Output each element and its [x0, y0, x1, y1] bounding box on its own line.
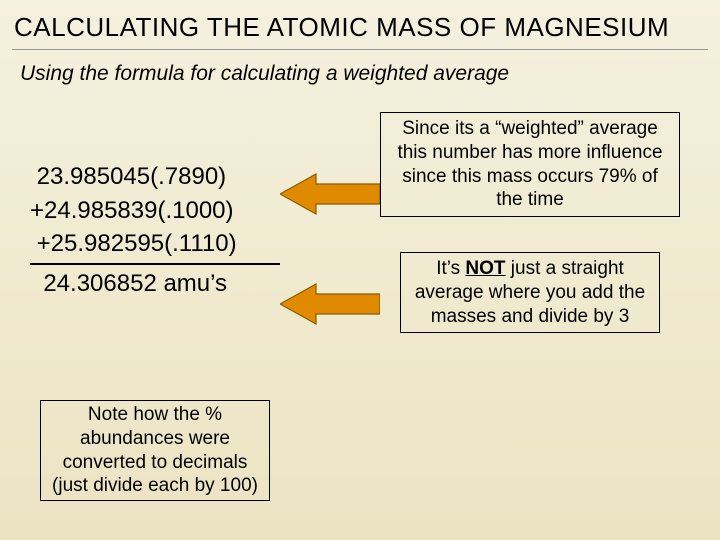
calc-line-2: +24.985839(.1000): [30, 194, 280, 228]
arrow-left-icon: [280, 170, 380, 218]
calc-divider: [30, 263, 280, 265]
footnote-decimals: Note how the % abundances were converted…: [40, 400, 270, 501]
calculation-block: 23.985045(.7890) +24.985839(.1000) +25.9…: [30, 160, 280, 300]
subtitle: Using the formula for calculating a weig…: [0, 58, 720, 96]
calc-result: 24.306852 amu’s: [30, 267, 280, 301]
title-divider: [12, 49, 708, 50]
callout-text-pre: It’s: [436, 258, 465, 279]
callout-weighted-average: Since its a “weighted” average this numb…: [380, 112, 680, 217]
callout-not-straight-average: It’s NOT just a straight average where y…: [400, 252, 660, 333]
calc-line-1: 23.985045(.7890): [30, 160, 280, 194]
callout-text-underlined: NOT: [465, 258, 505, 279]
arrow-left-icon: [280, 280, 380, 328]
calc-line-3: +25.982595(.1110): [30, 227, 280, 261]
callout-text: Since its a “weighted” average this numb…: [397, 118, 662, 210]
page-title: CALCULATING THE ATOMIC MASS OF MAGNESIUM: [0, 0, 720, 49]
